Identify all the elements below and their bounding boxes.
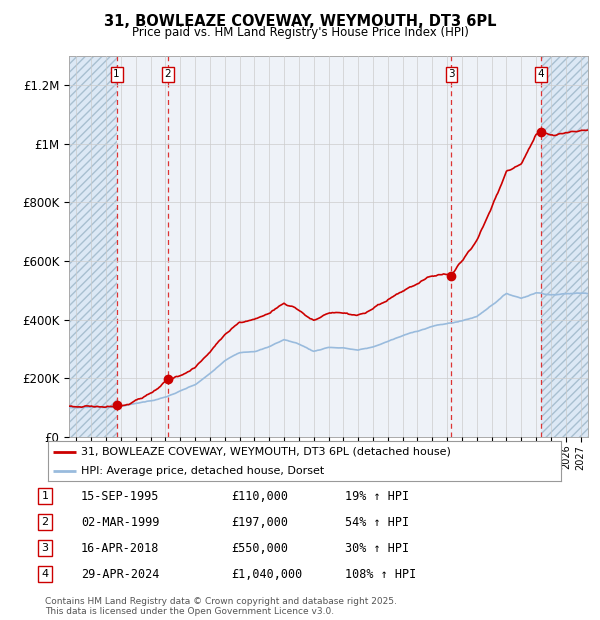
- Bar: [541, 56, 588, 437]
- Text: Contains HM Land Registry data © Crown copyright and database right 2025.: Contains HM Land Registry data © Crown c…: [45, 597, 397, 606]
- Text: £197,000: £197,000: [231, 516, 288, 528]
- Text: 1: 1: [113, 69, 120, 79]
- Text: 19% ↑ HPI: 19% ↑ HPI: [345, 490, 409, 502]
- Text: 3: 3: [448, 69, 455, 79]
- Text: HPI: Average price, detached house, Dorset: HPI: Average price, detached house, Dors…: [82, 466, 325, 476]
- Text: 15-SEP-1995: 15-SEP-1995: [81, 490, 160, 502]
- Text: 16-APR-2018: 16-APR-2018: [81, 542, 160, 554]
- Text: 02-MAR-1999: 02-MAR-1999: [81, 516, 160, 528]
- Text: 54% ↑ HPI: 54% ↑ HPI: [345, 516, 409, 528]
- Text: £1,040,000: £1,040,000: [231, 568, 302, 580]
- Text: 2: 2: [164, 69, 171, 79]
- Text: Price paid vs. HM Land Registry's House Price Index (HPI): Price paid vs. HM Land Registry's House …: [131, 26, 469, 39]
- Text: £550,000: £550,000: [231, 542, 288, 554]
- Text: This data is licensed under the Open Government Licence v3.0.: This data is licensed under the Open Gov…: [45, 607, 334, 616]
- Text: 2: 2: [41, 517, 49, 527]
- Text: 108% ↑ HPI: 108% ↑ HPI: [345, 568, 416, 580]
- Text: 31, BOWLEAZE COVEWAY, WEYMOUTH, DT3 6PL: 31, BOWLEAZE COVEWAY, WEYMOUTH, DT3 6PL: [104, 14, 496, 29]
- Text: 29-APR-2024: 29-APR-2024: [81, 568, 160, 580]
- Text: 1: 1: [41, 491, 49, 501]
- Bar: [69, 56, 116, 437]
- Text: 30% ↑ HPI: 30% ↑ HPI: [345, 542, 409, 554]
- Text: 4: 4: [538, 69, 544, 79]
- Text: 4: 4: [41, 569, 49, 579]
- Text: 3: 3: [41, 543, 49, 553]
- Text: £110,000: £110,000: [231, 490, 288, 502]
- Text: 31, BOWLEAZE COVEWAY, WEYMOUTH, DT3 6PL (detached house): 31, BOWLEAZE COVEWAY, WEYMOUTH, DT3 6PL …: [82, 447, 451, 457]
